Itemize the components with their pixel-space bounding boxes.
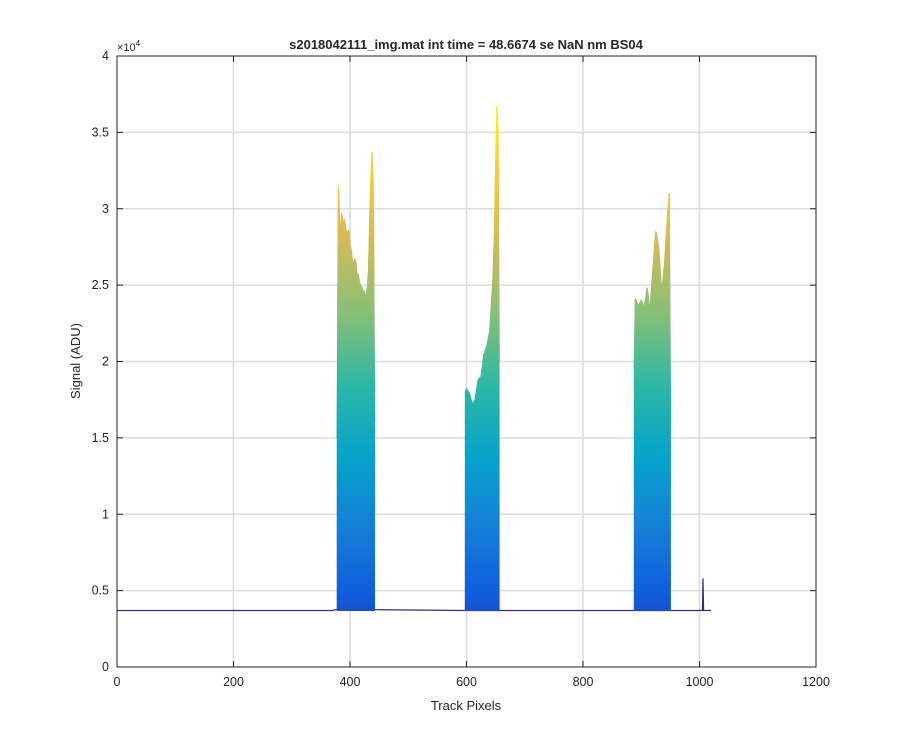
- signal-band-2-crest: [464, 105, 500, 405]
- y-tick-label: 3.5: [92, 125, 109, 139]
- x-tick-label: 800: [573, 675, 594, 689]
- axis-ticks: 0 200 400 600 800 1000 1200 0 0.5 1 1.5 2 2.5 3 3.5 4: [92, 49, 830, 689]
- y-axis-exponent: ×104: [117, 39, 141, 54]
- x-tick-label: 400: [340, 675, 361, 689]
- x-tick-label: 200: [223, 675, 244, 689]
- y-tick-label: 2.5: [92, 278, 109, 292]
- x-tick-label: 1200: [802, 675, 830, 689]
- y-tick-label: 4: [102, 49, 109, 63]
- signal-band-1-crest: [336, 151, 376, 438]
- y-tick-label: 0: [102, 660, 109, 674]
- y-exponent-base: ×10: [117, 42, 136, 54]
- y-tick-label: 1.5: [92, 431, 109, 445]
- x-axis-label: Track Pixels: [431, 698, 502, 713]
- y-tick-label: 0.5: [92, 584, 109, 598]
- x-tick-label: 600: [456, 675, 477, 689]
- y-tick-label: 3: [102, 202, 109, 216]
- y-tick-label: 2: [102, 355, 109, 369]
- y-exponent-power: 4: [136, 39, 141, 48]
- y-axis-label: Signal (ADU): [68, 323, 83, 399]
- x-tick-label: 1000: [686, 675, 714, 689]
- x-tick-label: 0: [114, 675, 121, 689]
- chart-title: s2018042111_img.mat int time = 48.6674 s…: [289, 37, 644, 52]
- data-layer: [117, 105, 712, 612]
- signal-band-3-crest: [633, 192, 672, 423]
- y-tick-label: 1: [102, 507, 109, 521]
